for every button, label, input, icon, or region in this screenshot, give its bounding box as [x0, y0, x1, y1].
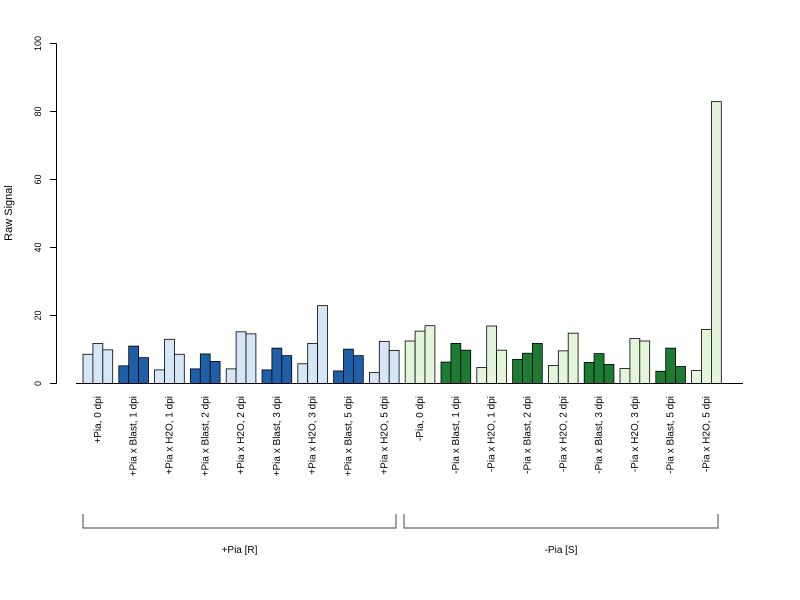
bar	[271, 347, 283, 384]
group-brackets: +Pia [R] -Pia [S]	[82, 514, 719, 556]
bar	[548, 365, 559, 384]
bar	[173, 353, 185, 384]
bar	[388, 350, 400, 384]
bar	[619, 368, 631, 384]
category-label: -Pia x Blast, 5 dpi	[666, 396, 677, 474]
bar	[675, 366, 686, 384]
bar	[333, 370, 344, 384]
bar	[317, 305, 328, 384]
bar	[486, 325, 498, 384]
bar	[711, 101, 722, 384]
bar	[343, 348, 354, 384]
category-labels: +Pia, 0 dpi +Pia x Blast, 1 dpi +Pia x H2O…	[93, 396, 713, 476]
category-label: -Pia x H2O, 2 dpi	[558, 396, 569, 472]
bar	[235, 331, 247, 384]
category-label: +Pia x H2O, 3 dpi	[308, 396, 319, 475]
category-label: +Pia x Blast, 5 dpi	[343, 396, 354, 476]
bar	[102, 349, 114, 384]
bar	[557, 350, 569, 384]
category-label: +Pia x Blast, 2 dpi	[200, 396, 211, 476]
category-label: -Pia x Blast, 1 dpi	[451, 396, 462, 474]
bar	[450, 342, 462, 384]
bar	[118, 365, 130, 384]
bar	[583, 362, 595, 384]
category-label: +Pia, 0 dpi	[93, 396, 104, 444]
y-axis-label: Raw Signal	[3, 185, 15, 241]
bar	[639, 340, 651, 384]
category-label: +Pia x H2O, 1 dpi	[164, 396, 175, 475]
y-tick-label: 80	[33, 106, 43, 116]
bar	[476, 367, 488, 384]
bar	[691, 370, 702, 384]
bar	[138, 357, 149, 384]
bar	[440, 361, 452, 384]
bar	[209, 360, 221, 384]
bar	[522, 352, 533, 384]
bar	[352, 355, 364, 384]
category-label: -Pia x H2O, 3 dpi	[630, 396, 641, 472]
y-tick-label: 100	[33, 36, 43, 51]
bar	[82, 353, 94, 384]
bars	[82, 101, 722, 384]
group-label: +Pia [R]	[222, 545, 258, 556]
bar	[368, 372, 380, 384]
bar	[512, 358, 523, 384]
bar	[603, 364, 615, 384]
category-label: +Pia x Blast, 1 dpi	[129, 396, 140, 476]
bar	[460, 349, 472, 384]
bar	[297, 363, 309, 384]
bar	[593, 353, 605, 384]
category-label: -Pia x H2O, 5 dpi	[701, 396, 712, 472]
y-axis: 0 20 40 60 80 100	[33, 36, 57, 386]
bar	[245, 333, 257, 384]
category-label: +Pia x Blast, 3 dpi	[272, 396, 283, 476]
bar	[281, 355, 293, 384]
bar	[225, 368, 237, 384]
y-tick-label: 60	[33, 174, 43, 184]
bar	[164, 338, 175, 384]
bar	[567, 332, 579, 384]
bar	[629, 338, 641, 384]
bar	[199, 353, 211, 384]
category-label: -Pia, 0 dpi	[415, 396, 426, 441]
group-bracket	[82, 514, 397, 529]
bar	[701, 329, 712, 384]
group-bracket	[403, 514, 719, 529]
bar	[378, 340, 390, 384]
bar	[128, 345, 139, 384]
bar	[154, 369, 165, 384]
category-label: +Pia x H2O, 5 dpi	[379, 396, 390, 475]
bar	[414, 330, 426, 384]
category-label: -Pia x H2O, 1 dpi	[487, 396, 498, 472]
bar	[189, 368, 201, 384]
bar	[307, 342, 319, 384]
category-label: -Pia x Blast, 3 dpi	[594, 396, 605, 474]
bar	[496, 349, 507, 384]
y-tick-label: 20	[33, 310, 43, 320]
bar	[655, 370, 667, 384]
bar	[665, 347, 677, 384]
bar	[424, 325, 436, 384]
y-tick-label: 0	[33, 381, 43, 386]
bar	[532, 342, 543, 384]
bar	[92, 342, 104, 384]
y-tick-label: 40	[33, 242, 43, 252]
group-label: -Pia [S]	[545, 545, 578, 556]
bar	[261, 369, 273, 384]
bar	[404, 340, 416, 384]
category-label: -Pia x Blast, 2 dpi	[522, 396, 533, 474]
category-label: +Pia x H2O, 2 dpi	[236, 396, 247, 475]
